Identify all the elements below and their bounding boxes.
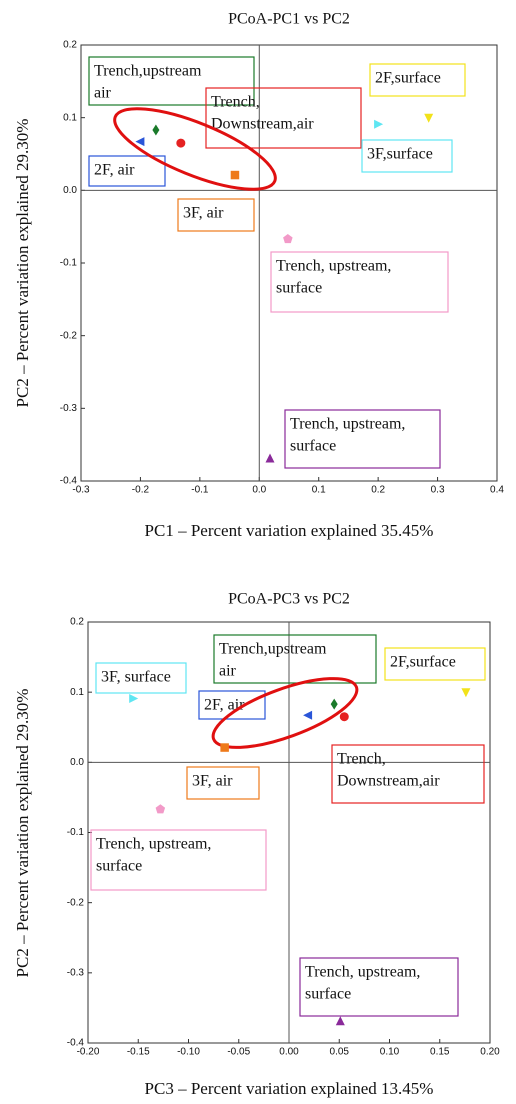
y-tick-label: -0.3 xyxy=(60,403,78,414)
point xyxy=(230,170,240,180)
point xyxy=(220,743,229,752)
x-tick-label: 0.1 xyxy=(312,485,326,496)
annotation-box xyxy=(186,766,260,800)
x-tick-label: 0.10 xyxy=(380,1047,400,1058)
annotation-text: surface xyxy=(96,858,142,875)
annotation-text: 3F, air xyxy=(183,205,224,222)
point xyxy=(176,138,186,148)
annotation-box xyxy=(270,251,449,313)
annotation-text: 3F, surface xyxy=(101,669,171,686)
annotation-text: 3F, air xyxy=(192,773,233,790)
point xyxy=(129,694,139,703)
x-tick-label: -0.1 xyxy=(191,485,209,496)
y-axis-label: PC2 – Percent variation explained 29.30% xyxy=(13,689,32,978)
x-tick-label: -0.2 xyxy=(132,485,150,496)
point xyxy=(303,710,313,720)
annotation-box xyxy=(90,829,267,891)
y-tick-label: 0.2 xyxy=(70,617,84,628)
x-axis-label: PC3 – Percent variation explained 13.45% xyxy=(145,1079,434,1098)
y-tick-label: 0.1 xyxy=(70,687,84,698)
point xyxy=(330,698,338,710)
annotation-text: 2F,surface xyxy=(390,654,456,671)
x-tick-label: 0.00 xyxy=(279,1047,299,1058)
annotation-text: Trench, upstream, xyxy=(96,836,211,853)
annotation-text: Trench, upstream, xyxy=(305,964,420,981)
point xyxy=(152,124,160,136)
annotation-box xyxy=(198,690,266,720)
annotation-text: air xyxy=(94,85,112,102)
x-tick-label: 0.20 xyxy=(480,1047,500,1058)
annotation-text: Trench, xyxy=(211,94,260,111)
annotation-box xyxy=(331,744,485,804)
y-tick-label: -0.2 xyxy=(60,330,78,341)
y-tick-label: 0.2 xyxy=(63,40,77,51)
annotation-box xyxy=(284,409,441,469)
cluster-ellipse xyxy=(113,107,277,191)
x-tick-label: 0.0 xyxy=(252,485,266,496)
x-axis-label: PC1 – Percent variation explained 35.45% xyxy=(145,521,434,540)
point xyxy=(155,804,166,814)
point xyxy=(461,688,471,698)
point xyxy=(335,1016,345,1026)
y-tick-label: -0.1 xyxy=(60,258,78,269)
x-tick-label: -0.15 xyxy=(127,1047,150,1058)
annotation-text: Trench,upstream xyxy=(219,641,327,658)
x-tick-label: -0.05 xyxy=(227,1047,250,1058)
annotation-text: 2F, air xyxy=(94,162,135,179)
point xyxy=(265,453,275,463)
x-tick-label: 0.15 xyxy=(430,1047,450,1058)
y-tick-label: 0.0 xyxy=(63,185,77,196)
point xyxy=(339,712,349,722)
annotation-text: Downstream,air xyxy=(337,773,440,790)
y-tick-label: -0.1 xyxy=(67,827,85,838)
x-tick-label: -0.10 xyxy=(177,1047,200,1058)
annotation-box xyxy=(205,87,362,149)
y-axis-label: PC2 – Percent variation explained 29.30% xyxy=(13,119,32,408)
y-tick-label: -0.4 xyxy=(60,476,78,487)
annotation-text: air xyxy=(219,663,237,680)
annotation-text: surface xyxy=(305,986,351,1003)
cluster-ellipse xyxy=(211,677,359,749)
point xyxy=(424,113,434,123)
annotation-box xyxy=(213,634,377,684)
annotation-box xyxy=(95,662,187,694)
annotation-text: Trench,upstream xyxy=(94,63,202,80)
annotation-text: 2F,surface xyxy=(375,70,441,87)
annotation-text: 3F,surface xyxy=(367,146,433,163)
x-tick-label: -0.20 xyxy=(77,1047,100,1058)
y-tick-label: -0.3 xyxy=(67,967,85,978)
chart-title: PCoA-PC3 vs PC2 xyxy=(228,591,350,608)
x-tick-label: -0.3 xyxy=(72,485,90,496)
x-tick-label: 0.3 xyxy=(431,485,445,496)
annotation-box xyxy=(369,63,466,97)
x-tick-label: 0.05 xyxy=(330,1047,350,1058)
y-tick-label: -0.4 xyxy=(67,1038,85,1049)
point xyxy=(374,119,384,129)
annotation-box xyxy=(299,957,459,1017)
annotation-text: Trench, upstream, xyxy=(290,416,405,433)
point xyxy=(283,234,293,244)
annotation-text: Trench, upstream, xyxy=(276,258,391,275)
annotation-text: surface xyxy=(290,438,336,455)
annotation-text: surface xyxy=(276,280,322,297)
y-tick-label: 0.0 xyxy=(70,757,84,768)
annotation-box xyxy=(88,56,255,106)
y-tick-label: -0.2 xyxy=(67,897,85,908)
annotation-box xyxy=(384,647,486,681)
y-tick-label: 0.1 xyxy=(63,112,77,123)
point xyxy=(135,137,145,147)
x-tick-label: 0.2 xyxy=(371,485,385,496)
chart-title: PCoA-PC1 vs PC2 xyxy=(228,11,350,28)
annotation-text: Downstream,air xyxy=(211,116,314,133)
annotation-box xyxy=(361,139,453,173)
annotation-box xyxy=(88,155,166,187)
annotation-box xyxy=(177,198,255,232)
annotation-text: 2F, air xyxy=(204,697,245,714)
annotation-text: Trench, xyxy=(337,751,386,768)
x-tick-label: 0.4 xyxy=(490,485,504,496)
